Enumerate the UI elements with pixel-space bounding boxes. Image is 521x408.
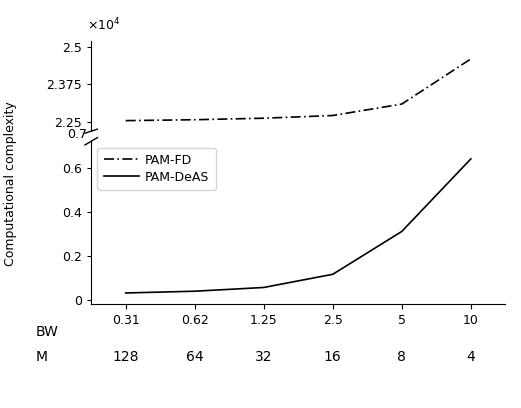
Text: 8: 8: [398, 350, 406, 364]
Text: Computational complexity: Computational complexity: [4, 101, 17, 266]
Text: 32: 32: [255, 350, 272, 364]
Legend: PAM-FD, PAM-DeAS: PAM-FD, PAM-DeAS: [97, 148, 216, 190]
Text: 0.7: 0.7: [67, 128, 87, 141]
Text: 4: 4: [466, 350, 475, 364]
Text: 64: 64: [186, 350, 204, 364]
Text: M: M: [35, 350, 47, 364]
Text: 128: 128: [113, 350, 139, 364]
Text: 16: 16: [324, 350, 342, 364]
Text: BW: BW: [35, 325, 58, 339]
Text: $\times10^4$: $\times10^4$: [87, 17, 120, 33]
